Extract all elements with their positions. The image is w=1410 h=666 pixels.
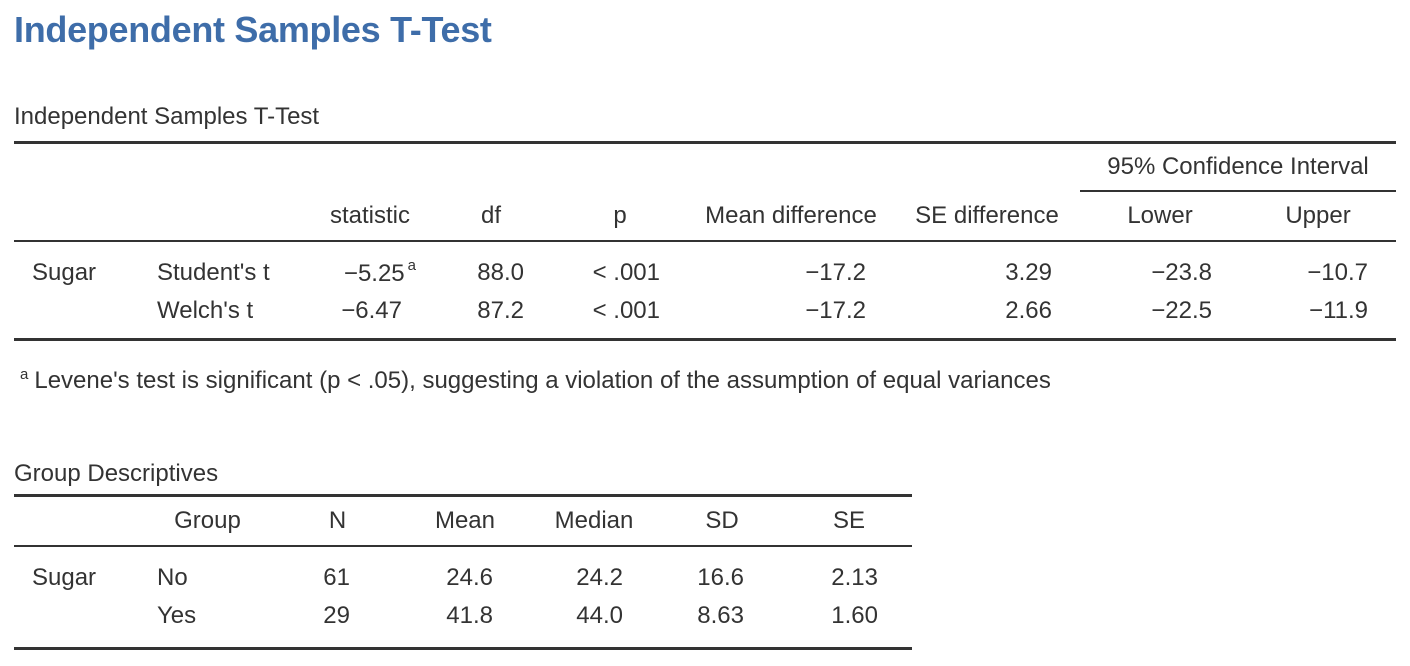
statistic-value: −6.47: [341, 297, 402, 324]
col-header-statistic: statistic: [310, 191, 430, 242]
blank-header-cell: [14, 143, 1080, 192]
cell-n: 61: [323, 564, 350, 591]
descriptives-table-title: Group Descriptives: [14, 460, 219, 487]
page-title[interactable]: Independent Samples T-Test: [14, 9, 492, 50]
cell-test-name: Welch's t: [157, 297, 254, 324]
ci-span-row: 95% Confidence Interval: [14, 142, 1396, 192]
results-panel: Independent Samples T-Test Independent S…: [14, 9, 1396, 650]
table-footnote: a Levene's test is significant (p < .05),…: [20, 361, 1396, 395]
cell-se: 2.13: [831, 564, 878, 591]
descriptives-table: Group N Mean Median SD SE Sugar No 61 24…: [14, 494, 912, 650]
col-header-lower: Lower: [1080, 191, 1240, 242]
ttest-results-section[interactable]: Independent Samples T-Test 95% Confidenc…: [14, 102, 1396, 395]
col-header-se-difference: SE difference: [894, 191, 1080, 242]
cell-sd: 8.63: [697, 602, 744, 629]
cell-mean-difference: −17.2: [805, 259, 866, 286]
cell-variable: [14, 597, 140, 649]
cell-se-difference: 3.29: [1005, 259, 1052, 286]
blank-header-cell: [14, 191, 310, 242]
ci-header: 95% Confidence Interval: [1080, 142, 1396, 192]
descriptives-results-section[interactable]: Group Descriptives Group N Mean Median S…: [14, 459, 1396, 650]
cell-p: < .001: [592, 297, 660, 324]
col-header-se: SE: [786, 495, 912, 547]
cell-df: 88.0: [477, 259, 524, 286]
column-header-row: statistic df p Mean difference SE differ…: [14, 191, 1396, 242]
column-header-row: Group N Mean Median SD SE: [14, 495, 912, 547]
col-header-n: N: [275, 495, 400, 547]
cell-n: 29: [323, 602, 350, 629]
cell-variable: Sugar: [32, 259, 97, 286]
cell-mean: 24.6: [446, 564, 493, 591]
col-header-p: p: [552, 191, 688, 242]
table-row: Welch's t −6.47 87.2 < .001 −17.2 2.66 −…: [14, 292, 1396, 340]
cell-sd: 16.6: [697, 564, 744, 591]
cell-group: No: [157, 564, 188, 591]
ttest-table: 95% Confidence Interval statistic df p M…: [14, 141, 1396, 341]
statistic-value: −5.25: [343, 259, 405, 287]
col-header-group: Group: [140, 495, 275, 547]
cell-p: < .001: [592, 259, 660, 286]
cell-se: 1.60: [831, 602, 878, 629]
cell-lower: −23.8: [1151, 259, 1212, 286]
ttest-table-title: Independent Samples T-Test: [14, 103, 320, 130]
cell-median: 24.2: [576, 564, 623, 591]
cell-mean-difference: −17.2: [805, 297, 866, 324]
col-header-mean-difference: Mean difference: [688, 191, 894, 242]
cell-statistic: −6.47: [310, 292, 430, 340]
table-row: Sugar Student's t −5.25 a 88.0 < .001 −17…: [14, 241, 1396, 292]
cell-upper: −11.9: [1309, 297, 1368, 324]
footnote-marker: a: [407, 256, 416, 274]
blank-header-cell: [14, 495, 140, 547]
cell-lower: −22.5: [1151, 297, 1212, 324]
col-header-median: Median: [530, 495, 658, 547]
cell-mean: 41.8: [446, 602, 493, 629]
table-row: Sugar No 61 24.6 24.2 16.6 2.13: [14, 546, 912, 597]
cell-test-name: Student's t: [157, 259, 270, 286]
cell-variable: Sugar: [32, 564, 97, 591]
col-header-mean: Mean: [400, 495, 530, 547]
footnote-marker: a: [20, 366, 29, 383]
col-header-df: df: [430, 191, 552, 242]
col-header-sd: SD: [658, 495, 786, 547]
footnote-text: Levene's test is significant (p < .05), …: [34, 367, 1051, 394]
cell-upper: −10.7: [1307, 259, 1368, 286]
cell-median: 44.0: [576, 602, 623, 629]
table-row: Yes 29 41.8 44.0 8.63 1.60: [14, 597, 912, 649]
cell-statistic: −5.25 a: [310, 241, 430, 292]
cell-se-difference: 2.66: [1005, 297, 1052, 324]
cell-df: 87.2: [477, 297, 524, 324]
cell-group: Yes: [157, 602, 197, 629]
col-header-upper: Upper: [1240, 191, 1396, 242]
cell-variable: [14, 292, 148, 340]
